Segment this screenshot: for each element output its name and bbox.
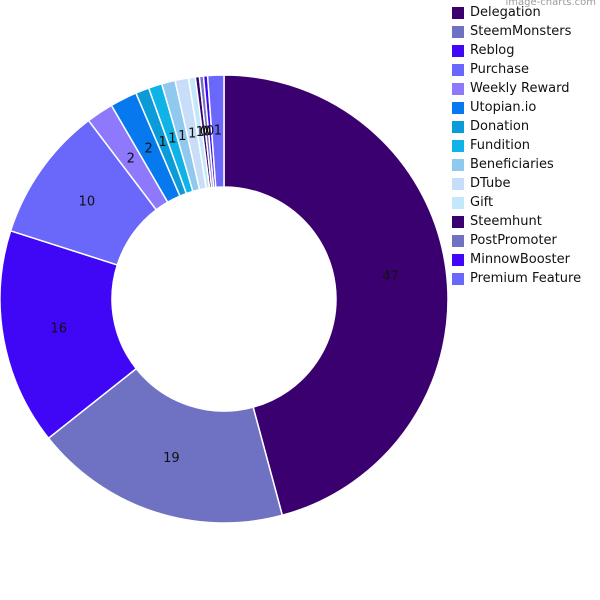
- legend-label: Purchase: [470, 62, 530, 77]
- slice-steemmonsters: [47, 367, 284, 524]
- legend-swatch: [452, 139, 464, 152]
- legend-swatch: [452, 253, 464, 266]
- legend-item-premium-feature: Premium Feature: [452, 269, 600, 288]
- legend-swatch: [452, 120, 464, 133]
- slice-label-fundition: 1: [168, 132, 176, 147]
- legend-swatch: [452, 234, 464, 247]
- legend-swatch: [452, 272, 464, 285]
- legend-item-beneficiaries: Beneficiaries: [452, 155, 600, 174]
- slice-label-utopian-io: 2: [144, 141, 152, 156]
- slice-label-premium-feature: 1: [214, 124, 222, 139]
- legend-swatch: [452, 215, 464, 228]
- legend-swatch: [452, 6, 464, 19]
- legend-label: Donation: [470, 119, 530, 134]
- slice-label-steemhunt: 0: [200, 125, 208, 140]
- legend-swatch: [452, 25, 464, 38]
- slices-group: [0, 74, 449, 524]
- slice-label-postpromoter: 0: [203, 124, 211, 139]
- slice-label-gift: 1: [196, 125, 204, 140]
- legend-label: Steemhunt: [470, 214, 542, 229]
- legend-swatch: [452, 158, 464, 171]
- slice-label-weekly-reward: 2: [127, 152, 135, 167]
- slice-label-reblog: 16: [50, 322, 67, 337]
- legend-item-steemmonsters: SteemMonsters: [452, 22, 600, 41]
- legend-item-utopian-io: Utopian.io: [452, 98, 600, 117]
- legend-label: Gift: [470, 195, 494, 210]
- legend-item-purchase: Purchase: [452, 60, 600, 79]
- legend-item-minnowbooster: MinnowBooster: [452, 250, 600, 269]
- legend-swatch: [452, 44, 464, 57]
- legend-label: Weekly Reward: [470, 81, 570, 96]
- legend-label: PostPromoter: [470, 233, 557, 248]
- slice-reblog: [0, 229, 138, 440]
- slice-label-donation: 1: [159, 135, 167, 150]
- legend-swatch: [452, 63, 464, 76]
- watermark: image-charts.com: [505, 0, 597, 8]
- legend-item-donation: Donation: [452, 117, 600, 136]
- legend-item-fundition: Fundition: [452, 136, 600, 155]
- legend-label: Fundition: [470, 138, 531, 153]
- legend-swatch: [452, 196, 464, 209]
- slice-label-dtube: 1: [188, 127, 196, 142]
- slice-label-steemmonsters: 19: [163, 451, 180, 466]
- slice-label-minnowbooster: 0: [206, 124, 214, 139]
- legend-label: Utopian.io: [470, 100, 537, 115]
- legend-item-gift: Gift: [452, 193, 600, 212]
- slice-label-delegation: 47: [382, 269, 399, 284]
- legend-label: MinnowBooster: [470, 252, 570, 267]
- legend-label: DTube: [470, 176, 511, 191]
- legend-label: Delegation: [470, 5, 541, 20]
- legend-item-reblog: Reblog: [452, 41, 600, 60]
- slice-label-beneficiaries: 1: [178, 129, 186, 144]
- legend-item-postpromoter: PostPromoter: [452, 231, 600, 250]
- legend-label: Reblog: [470, 43, 515, 58]
- slice-label-purchase: 10: [79, 195, 96, 210]
- legend-swatch: [452, 82, 464, 95]
- legend-item-dtube: DTube: [452, 174, 600, 193]
- legend-item-steemhunt: Steemhunt: [452, 212, 600, 231]
- legend-item-weekly-reward: Weekly Reward: [452, 79, 600, 98]
- legend-swatch: [452, 101, 464, 114]
- legend: Delegation SteemMonsters Reblog Purchase Wee…: [452, 3, 600, 288]
- slice-delegation: [223, 74, 449, 517]
- legend-swatch: [452, 177, 464, 190]
- legend-item-delegation: Delegation: [452, 3, 600, 22]
- legend-label: Premium Feature: [470, 271, 582, 286]
- legend-label: SteemMonsters: [470, 24, 572, 39]
- legend-label: Beneficiaries: [470, 157, 554, 172]
- slice-premium-feature: [206, 74, 225, 189]
